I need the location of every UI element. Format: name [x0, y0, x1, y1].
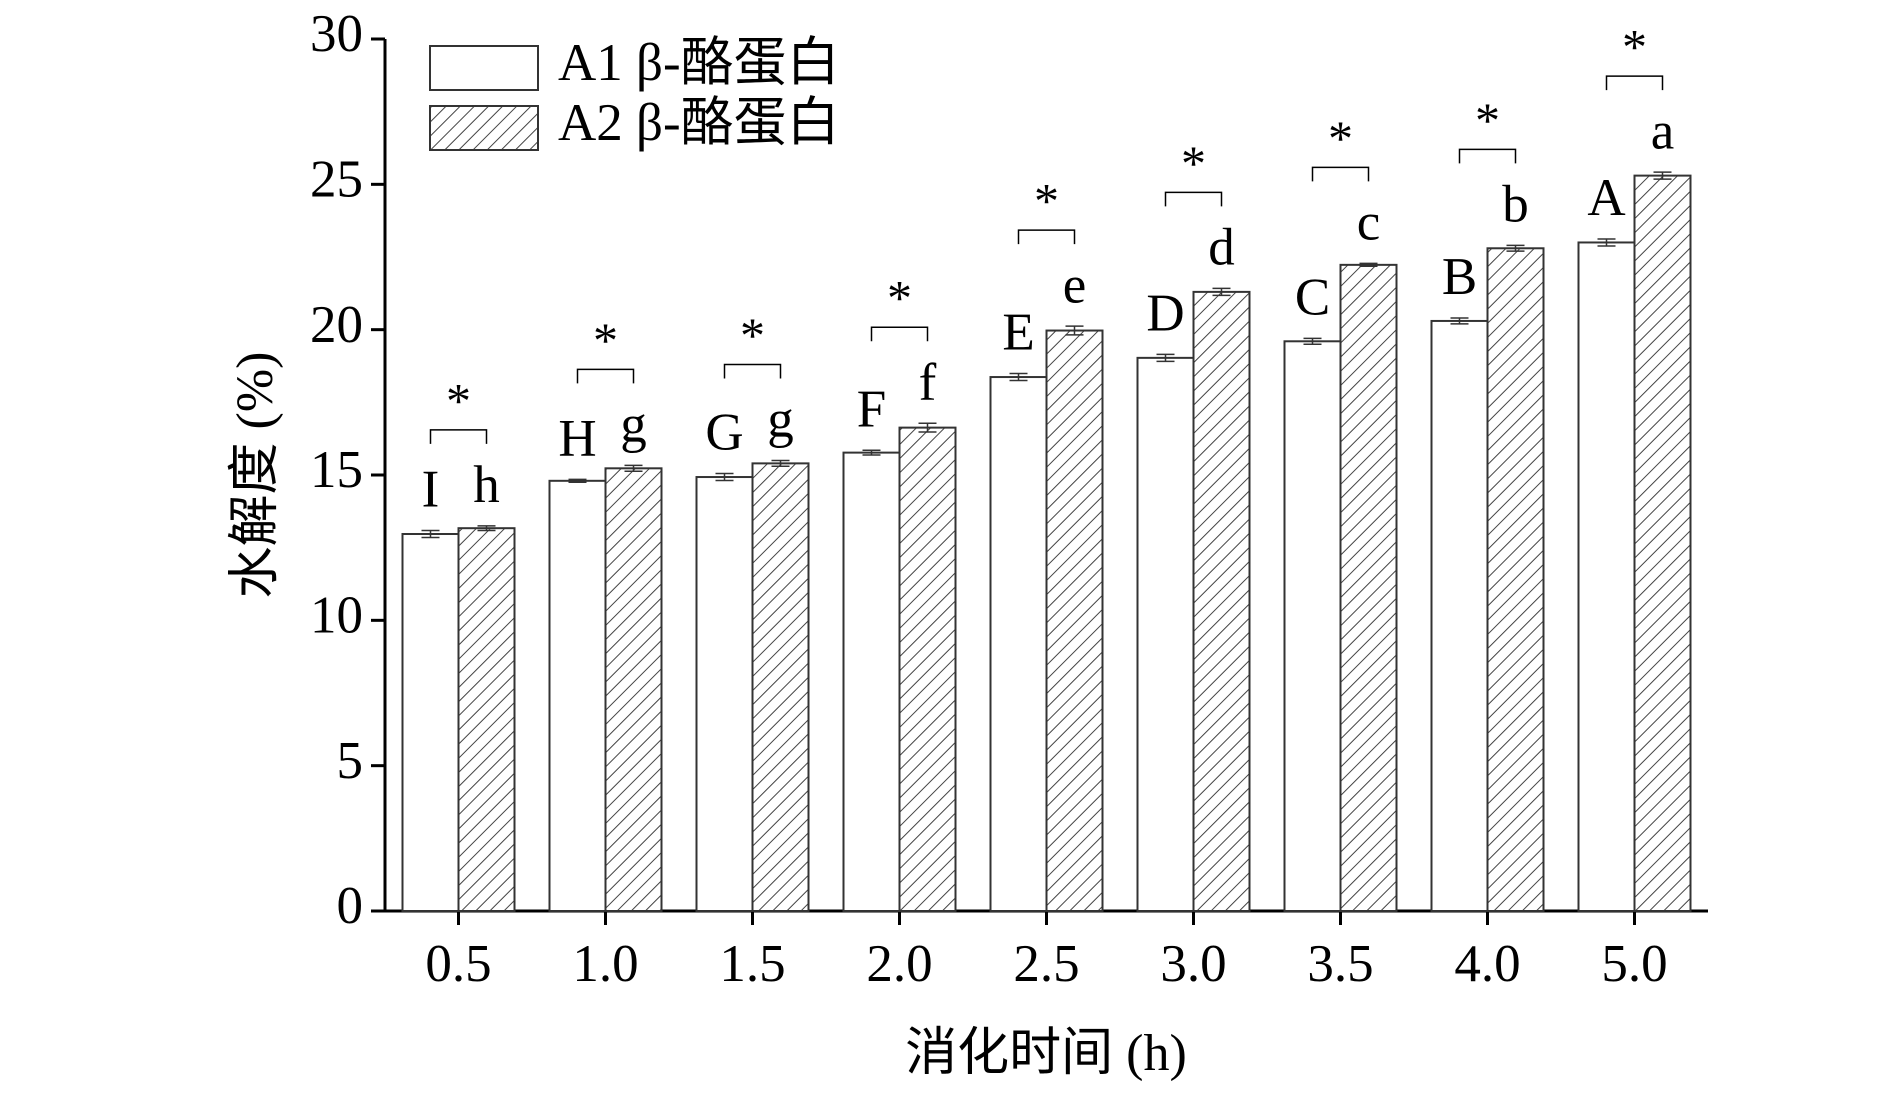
significance-bracket	[1311, 166, 1370, 182]
significance-letter: F	[857, 380, 886, 438]
bar	[1486, 247, 1545, 912]
error-bar	[624, 464, 643, 472]
significance-star: *	[1328, 110, 1353, 166]
bar	[604, 467, 663, 912]
significance-letter: f	[919, 353, 937, 411]
x-tick-label: 4.0	[1454, 935, 1520, 993]
legend-swatch	[429, 45, 539, 91]
significance-letter: H	[558, 410, 596, 468]
error-bar	[1156, 353, 1175, 363]
significance-letter: h	[473, 456, 500, 514]
bar	[989, 376, 1048, 912]
significance-star: *	[1034, 173, 1059, 229]
legend-label: A2 β-酪蛋白	[558, 94, 840, 152]
y-tick-label: 15	[310, 441, 363, 499]
y-tick-label: 20	[310, 296, 363, 354]
error-bar	[568, 478, 587, 484]
significance-star: *	[1475, 92, 1500, 148]
significance-letter: A	[1587, 169, 1625, 227]
significance-star: *	[446, 372, 471, 428]
significance-bracket	[429, 429, 488, 444]
bar	[457, 527, 516, 913]
significance-star: *	[740, 307, 765, 363]
error-bar	[862, 449, 881, 456]
error-bar	[1359, 262, 1378, 268]
significance-letter: d	[1208, 219, 1235, 277]
error-bar	[1009, 372, 1028, 382]
significance-bracket	[1605, 75, 1664, 91]
significance-letter: a	[1651, 102, 1675, 160]
x-tick-label: 5.0	[1601, 935, 1667, 993]
bar	[548, 479, 607, 912]
x-tick-label: 3.5	[1307, 935, 1373, 993]
bar	[1192, 290, 1251, 912]
y-tick-label: 5	[337, 732, 364, 790]
x-tick-label: 1.0	[572, 935, 638, 993]
bar	[401, 533, 460, 912]
significance-bracket	[576, 368, 635, 384]
error-bar	[1212, 287, 1231, 297]
y-tick-label: 25	[310, 150, 363, 208]
bar	[751, 462, 810, 912]
significance-star: *	[593, 312, 618, 368]
error-bar	[421, 529, 440, 539]
significance-letter: e	[1063, 256, 1087, 314]
bar	[1633, 174, 1692, 912]
significance-star: *	[1181, 135, 1206, 191]
y-tick-label: 30	[310, 5, 363, 63]
x-tick-label: 2.5	[1013, 935, 1079, 993]
error-bar	[1506, 244, 1525, 252]
significance-star: *	[1622, 19, 1647, 75]
bar	[1339, 263, 1398, 912]
x-tick-label: 1.5	[719, 935, 785, 993]
significance-letter: B	[1442, 248, 1477, 306]
error-bar	[1065, 325, 1084, 336]
significance-letter: E	[1002, 304, 1034, 362]
significance-bracket	[870, 326, 929, 342]
x-tick-label: 2.0	[866, 935, 932, 993]
x-axis-label: 消化时间 (h)	[905, 1025, 1187, 1082]
error-bar	[477, 525, 496, 532]
x-tick-label: 0.5	[425, 935, 491, 993]
significance-letter: g	[620, 396, 647, 454]
significance-bracket	[1164, 191, 1223, 207]
significance-letter: D	[1146, 285, 1184, 343]
bar	[1577, 241, 1636, 912]
bar	[1136, 356, 1195, 912]
bar	[695, 476, 754, 912]
y-tick-label: 0	[337, 877, 364, 935]
significance-letter: C	[1295, 269, 1330, 327]
significance-letter: c	[1357, 194, 1381, 252]
x-tick-label: 3.0	[1160, 935, 1226, 993]
legend-label: A1 β-酪蛋白	[558, 34, 840, 92]
bar	[842, 451, 901, 912]
bar	[898, 426, 957, 912]
error-bar	[1653, 171, 1672, 180]
error-bar	[918, 422, 937, 433]
significance-letter: I	[422, 461, 440, 519]
error-bar	[1303, 337, 1322, 345]
significance-bracket	[723, 363, 782, 379]
significance-letter: g	[767, 391, 794, 449]
y-axis-label: 水解度 (%)	[227, 352, 284, 599]
significance-bracket	[1017, 229, 1076, 245]
error-bar	[771, 459, 790, 468]
error-bar	[1450, 317, 1469, 325]
error-bar	[715, 472, 734, 482]
error-bar	[1597, 238, 1616, 247]
bar	[1430, 319, 1489, 912]
significance-letter: G	[705, 404, 743, 462]
bar	[1283, 340, 1342, 912]
significance-bracket	[1458, 148, 1517, 164]
y-tick-label: 10	[310, 586, 363, 644]
legend-swatch	[429, 105, 539, 151]
significance-letter: b	[1502, 176, 1529, 234]
bar	[1045, 329, 1104, 912]
significance-star: *	[887, 270, 912, 326]
